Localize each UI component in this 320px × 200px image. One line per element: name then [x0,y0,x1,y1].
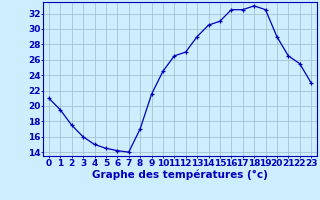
X-axis label: Graphe des températures (°c): Graphe des températures (°c) [92,169,268,180]
